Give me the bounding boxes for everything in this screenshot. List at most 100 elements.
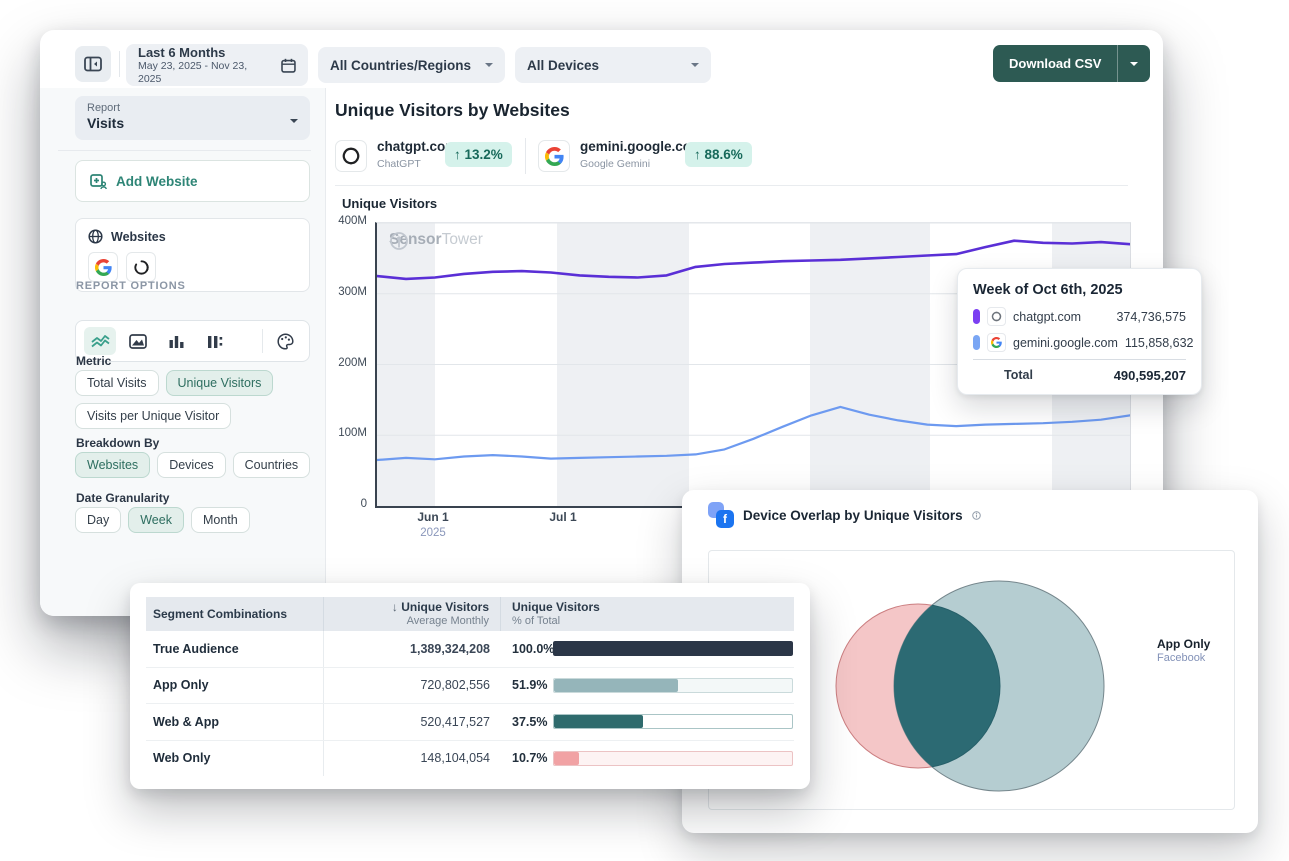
chip-day[interactable]: Day	[75, 507, 122, 533]
info-icon[interactable]	[971, 510, 981, 520]
chip-month[interactable]: Month	[190, 507, 250, 533]
website-card-text: chatgpt.com ChatGPT	[377, 139, 457, 170]
venn-panel: App Only Facebook	[708, 550, 1235, 810]
stacked-bar-icon	[207, 335, 222, 348]
metric-label: Metric	[76, 354, 112, 368]
venn-label-primary: App Only	[1157, 637, 1211, 651]
website-card-chatgpt[interactable]: chatgpt.com ChatGPT	[335, 139, 457, 172]
segment-bar	[553, 677, 793, 693]
tooltip-series-label: chatgpt.com	[1013, 309, 1082, 324]
watermark-text-light: Tower	[441, 231, 483, 248]
chevron-down-icon	[485, 63, 493, 71]
table-row: True Audience 1,389,324,208 100.0%	[146, 631, 794, 668]
venn-label-secondary: Facebook	[1157, 652, 1206, 664]
segment-name: App Only	[146, 667, 324, 703]
topbar-divider	[119, 51, 120, 77]
segment-name: Web & App	[146, 704, 324, 740]
chart-tooltip: Week of Oct 6th, 2025 chatgpt.com 374,73…	[957, 268, 1202, 395]
segment-value: 520,417,527	[420, 714, 490, 729]
palette-button[interactable]	[269, 327, 301, 355]
watermark-text-bold: Sensor	[389, 231, 442, 248]
y-tick-label: 400M	[338, 215, 367, 227]
sort-desc-icon: ↓	[391, 600, 398, 615]
bar-chart-icon	[169, 335, 183, 348]
website-card-gemini[interactable]: gemini.google.com Google Gemini	[538, 139, 704, 172]
website-name: Google Gemini	[580, 157, 651, 170]
segment-combinations-card: Segment Combinations ↓ Unique Visitors A…	[130, 583, 810, 789]
venn-diagram[interactable]	[709, 551, 1234, 809]
segment-name: True Audience	[146, 631, 324, 667]
col-segment-combinations[interactable]: Segment Combinations	[146, 597, 324, 631]
report-select[interactable]: Report Visits	[75, 96, 310, 140]
tooltip-total-value: 490,595,207	[1113, 368, 1186, 383]
download-csv-split-button: Download CSV	[993, 45, 1151, 82]
chart-type-line-button[interactable]	[84, 327, 116, 355]
segment-name: Web Only	[146, 740, 324, 776]
openai-logo-icon	[991, 311, 1002, 322]
sidebar: Report Visits Add Website	[40, 88, 326, 616]
chip-total-visits[interactable]: Total Visits	[75, 370, 159, 396]
download-csv-button[interactable]: Download CSV	[1009, 56, 1102, 71]
series-swatch-gemini	[973, 335, 980, 350]
add-website-label: Add Website	[116, 173, 198, 189]
add-website-button[interactable]: Add Website	[75, 160, 310, 202]
websites-panel: Websites	[75, 218, 310, 292]
device-overlap-title: Device Overlap by Unique Visitors	[743, 507, 963, 523]
col-unique-visitors-avg[interactable]: ↓ Unique Visitors Average Monthly	[324, 597, 501, 631]
countries-filter-label: All Countries/Regions	[330, 57, 472, 73]
granularity-label: Date Granularity	[76, 491, 170, 505]
chart-canvas	[377, 223, 1130, 506]
tooltip-series-label: gemini.google.com	[1013, 335, 1118, 350]
col3-line2: % of Total	[512, 614, 561, 627]
chip-week[interactable]: Week	[128, 507, 184, 533]
openai-logo-icon	[133, 259, 149, 275]
countries-filter[interactable]: All Countries/Regions	[318, 47, 505, 83]
change-badge-gemini: ↑ 88.6%	[685, 142, 752, 167]
device-overlap-header: f Device Overlap by Unique Visitors	[708, 502, 981, 528]
google-site-icon[interactable]	[88, 252, 118, 282]
website-cards-divider	[525, 138, 526, 174]
website-name: ChatGPT	[377, 157, 421, 170]
chip-unique-visitors[interactable]: Unique Visitors	[165, 370, 274, 396]
metric-chips: Total Visits Unique Visitors Visits per Un…	[75, 370, 320, 429]
openai-logo-icon	[342, 147, 360, 165]
x-tick-year: 2025	[420, 527, 446, 539]
y-tick-label: 0	[360, 498, 367, 510]
websites-panel-label: Websites	[111, 229, 166, 244]
segment-pct: 51.9%	[512, 678, 548, 693]
chart-type-area-button[interactable]	[122, 327, 154, 355]
date-range-picker[interactable]: Last 6 Months May 23, 2025 - Nov 23, 202…	[126, 44, 308, 86]
y-tick-label: 300M	[338, 285, 367, 298]
col3-line1: Unique Visitors	[512, 600, 600, 615]
chevron-down-icon	[1130, 61, 1139, 70]
segment-pct: 10.7%	[512, 751, 548, 766]
chip-countries[interactable]: Countries	[232, 452, 311, 478]
x-tick-jun: Jun 1	[417, 510, 449, 524]
sidebar-toggle-button[interactable]	[75, 46, 111, 82]
chip-visits-per-unique-visitor[interactable]: Visits per Unique Visitor	[75, 403, 232, 429]
page-title: Unique Visitors by Websites	[335, 100, 570, 120]
col-unique-visitors-pct[interactable]: Unique Visitors % of Total	[501, 597, 600, 631]
openai-site-icon[interactable]	[126, 252, 156, 282]
report-options-toolbar	[75, 320, 310, 362]
calendar-icon	[281, 58, 296, 73]
chart-type-bar-button[interactable]	[160, 327, 192, 355]
breakdown-label: Breakdown By	[76, 436, 160, 450]
date-range-subtitle: May 23, 2025 - Nov 23, 2025	[138, 60, 248, 85]
chart-label: Unique Visitors	[342, 196, 438, 211]
line-chart-icon	[90, 335, 110, 348]
report-options-title: REPORT OPTIONS	[76, 280, 186, 292]
chip-websites[interactable]: Websites	[75, 452, 151, 478]
download-csv-caret-button[interactable]	[1118, 45, 1150, 82]
sidebar-divider	[58, 150, 311, 151]
devices-filter[interactable]: All Devices	[515, 47, 711, 83]
devices-filter-label: All Devices	[527, 57, 600, 73]
tooltip-series-value: 374,736,575	[1116, 309, 1186, 324]
date-range-text: Last 6 Months May 23, 2025 - Nov 23, 202…	[138, 45, 273, 86]
palette-icon	[277, 332, 294, 350]
website-domain: gemini.google.com	[580, 139, 704, 154]
chip-devices[interactable]: Devices	[157, 452, 226, 478]
chart-type-stacked-button[interactable]	[198, 327, 230, 355]
openai-site-icon	[335, 140, 367, 172]
tooltip-series-value: 115,858,632	[1124, 335, 1194, 350]
